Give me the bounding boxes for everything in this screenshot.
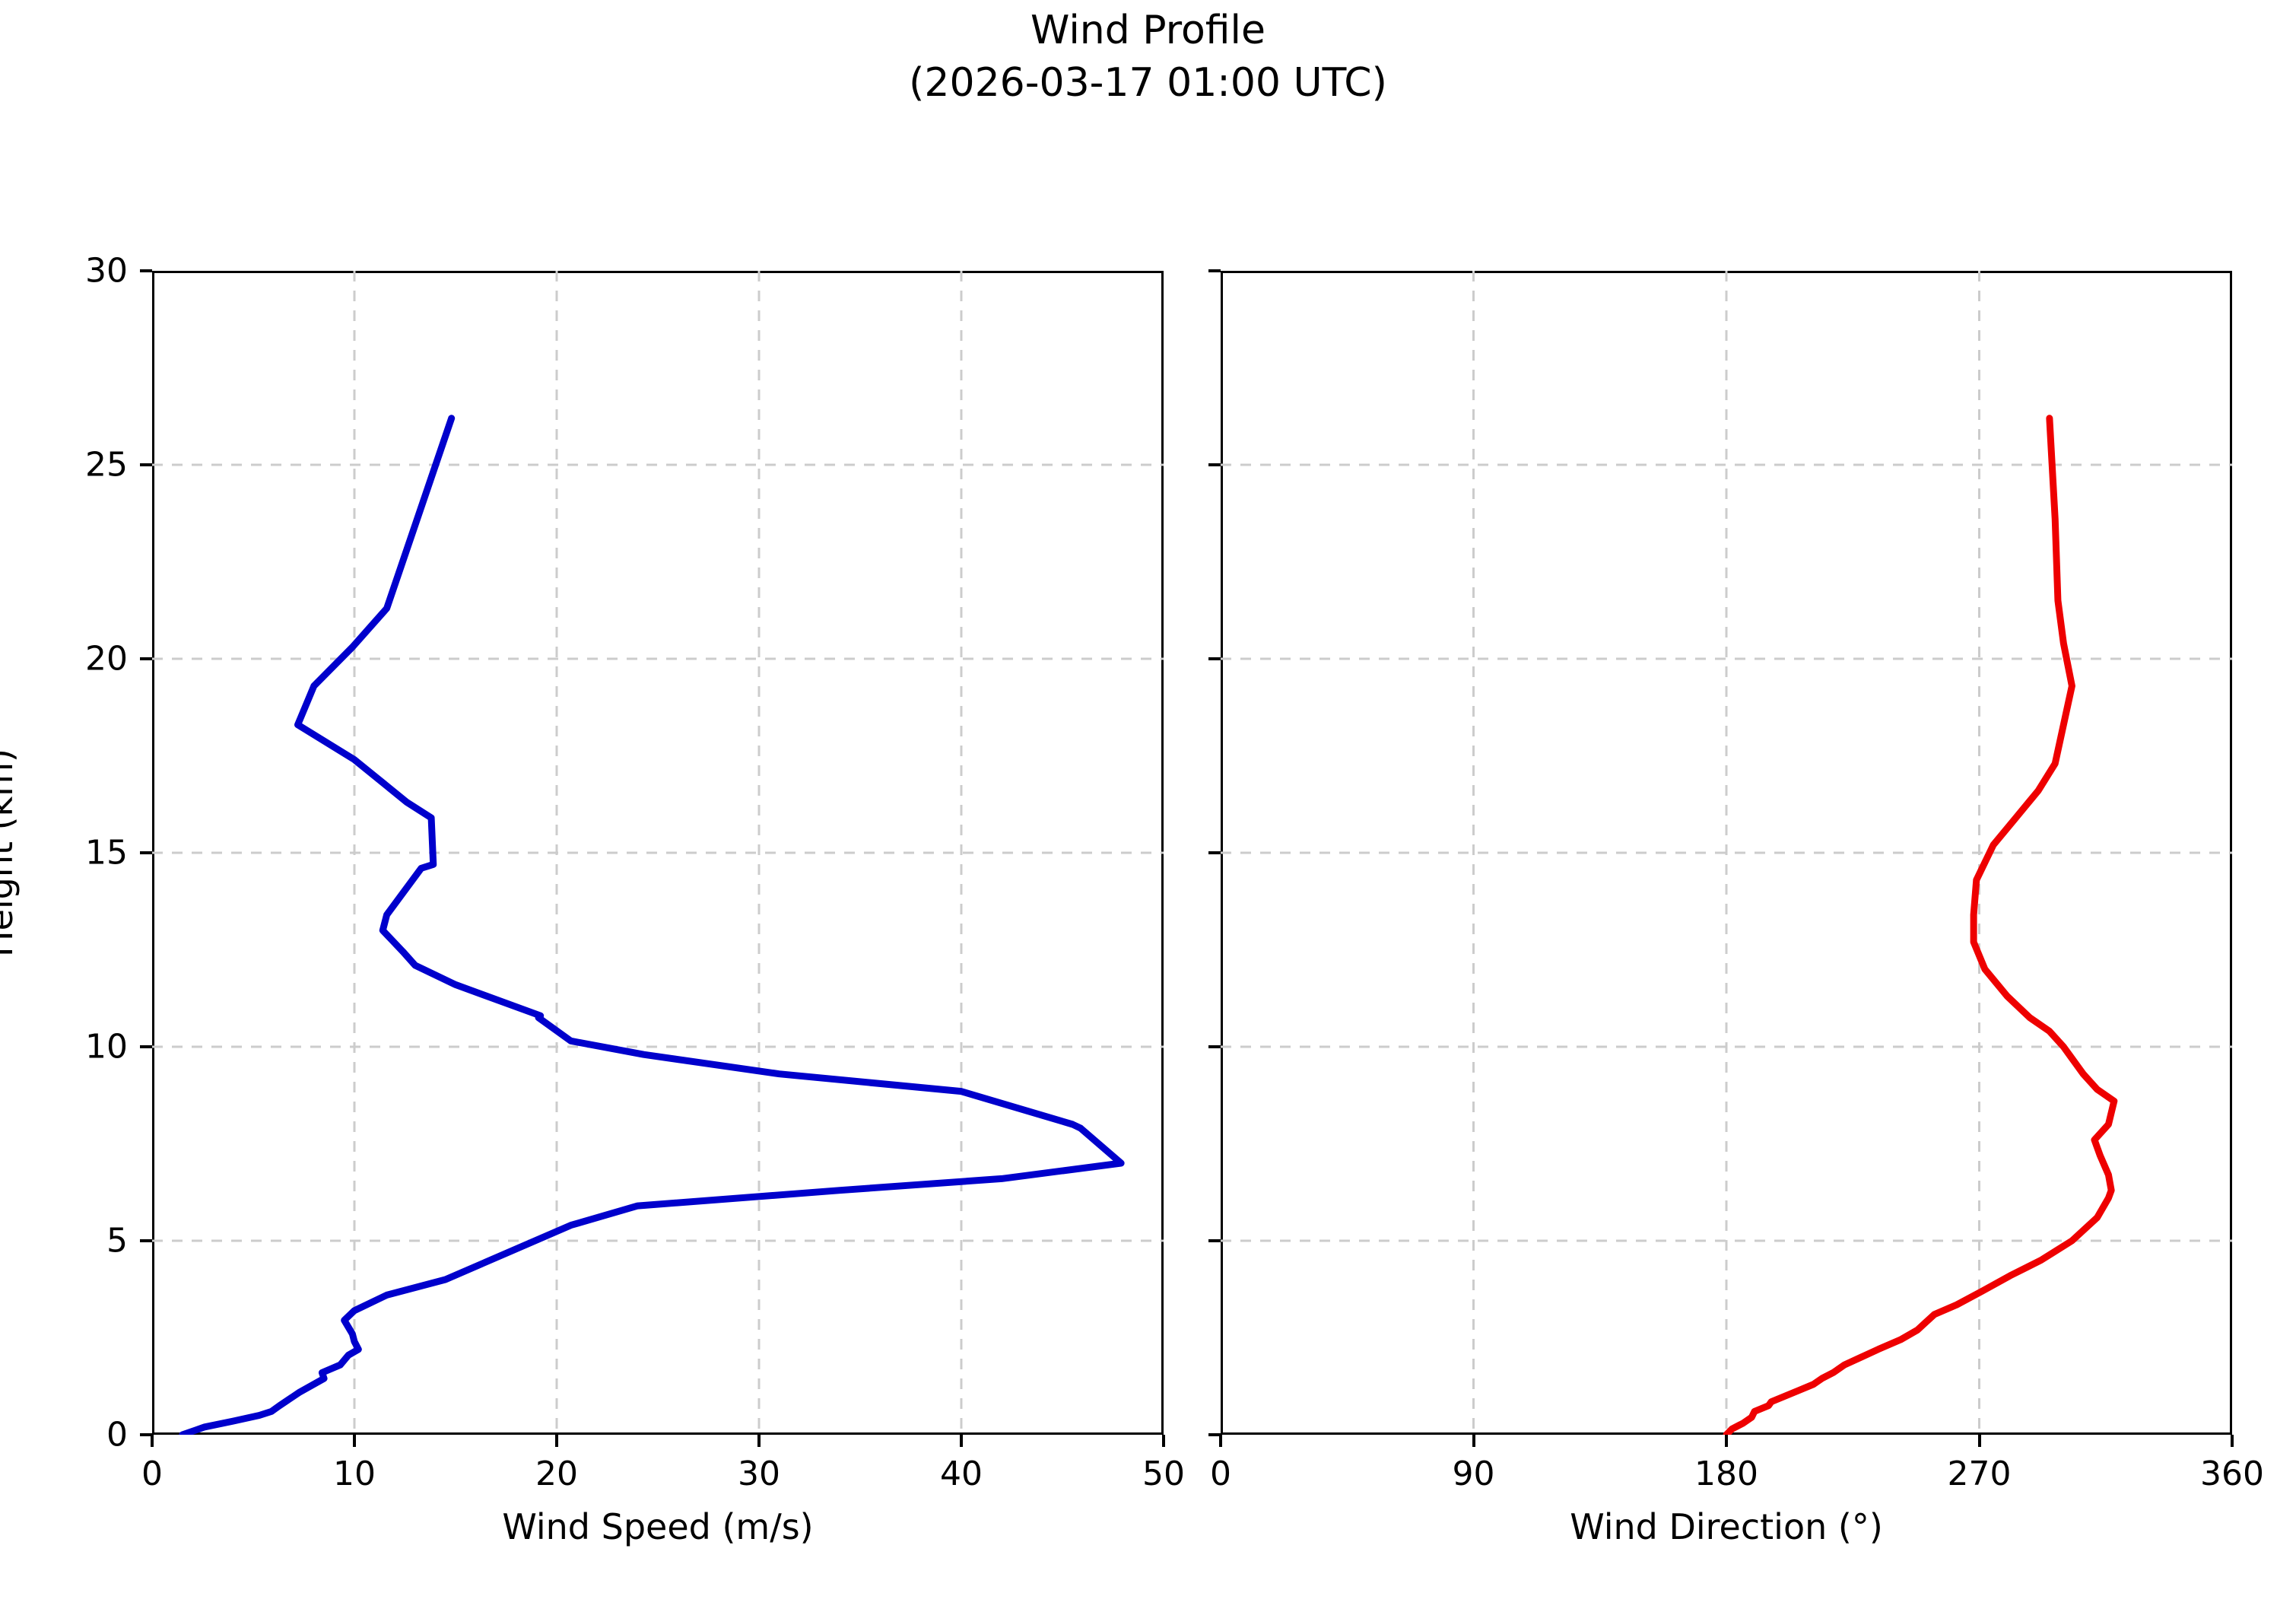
y-tick-mark	[140, 851, 152, 854]
x-tick-label: 30	[738, 1455, 780, 1493]
wind-speed-panel	[152, 271, 1164, 1435]
y-tick-label: 25	[85, 445, 128, 485]
y-tick-mark	[140, 657, 152, 660]
y-tick-label: 10	[85, 1027, 128, 1067]
x-tick-mark	[757, 1435, 761, 1447]
x-tick-mark	[1162, 1435, 1165, 1447]
y-tick-mark	[1208, 657, 1221, 660]
y-tick-mark	[140, 1239, 152, 1242]
y-tick-label: 30	[85, 251, 128, 291]
y-tick-mark	[140, 463, 152, 466]
y-tick-label: 20	[85, 639, 128, 679]
x-tick-mark	[1219, 1435, 1222, 1447]
y-tick-label: 0	[106, 1415, 128, 1455]
figure-title: Wind Profile (2026-03-17 01:00 UTC)	[0, 5, 2296, 109]
y-tick-mark	[1208, 269, 1221, 272]
x-tick-label: 0	[141, 1455, 163, 1493]
x-tick-mark	[1472, 1435, 1475, 1447]
wind-speed-plot-area	[152, 271, 1164, 1435]
x-tick-label: 360	[2200, 1455, 2264, 1493]
x-tick-mark	[2231, 1435, 2234, 1447]
y-tick-mark	[1208, 851, 1221, 854]
x-axis-label: Wind Speed (m/s)	[502, 1506, 814, 1547]
y-axis-label: Height (km)	[0, 748, 21, 958]
wind-direction-plot-area	[1221, 271, 2232, 1435]
y-tick-mark	[1208, 1433, 1221, 1436]
y-tick-label: 5	[106, 1221, 128, 1261]
x-tick-mark	[1725, 1435, 1728, 1447]
y-tick-label: 15	[85, 833, 128, 873]
x-tick-label: 20	[535, 1455, 578, 1493]
x-tick-label: 90	[1452, 1455, 1495, 1493]
x-tick-label: 0	[1210, 1455, 1231, 1493]
x-tick-mark	[555, 1435, 558, 1447]
y-tick-mark	[1208, 1239, 1221, 1242]
x-tick-label: 180	[1694, 1455, 1758, 1493]
x-tick-mark	[960, 1435, 963, 1447]
figure-title-line1: Wind Profile	[1031, 8, 1265, 53]
y-tick-mark	[1208, 1045, 1221, 1048]
x-tick-label: 40	[940, 1455, 983, 1493]
x-tick-label: 270	[1947, 1455, 2012, 1493]
data-series-line	[1723, 415, 2118, 1435]
data-series-line	[179, 415, 1125, 1435]
y-tick-mark	[140, 269, 152, 272]
y-tick-mark	[140, 1045, 152, 1048]
x-tick-label: 50	[1142, 1455, 1185, 1493]
wind-direction-panel	[1221, 271, 2232, 1435]
x-tick-mark	[1977, 1435, 1981, 1447]
y-tick-mark	[1208, 463, 1221, 466]
x-axis-label: Wind Direction (°)	[1570, 1506, 1883, 1547]
x-tick-mark	[151, 1435, 154, 1447]
y-tick-mark	[140, 1433, 152, 1436]
x-tick-label: 10	[333, 1455, 376, 1493]
x-tick-mark	[353, 1435, 356, 1447]
figure-title-line2: (2026-03-17 01:00 UTC)	[909, 59, 1387, 106]
